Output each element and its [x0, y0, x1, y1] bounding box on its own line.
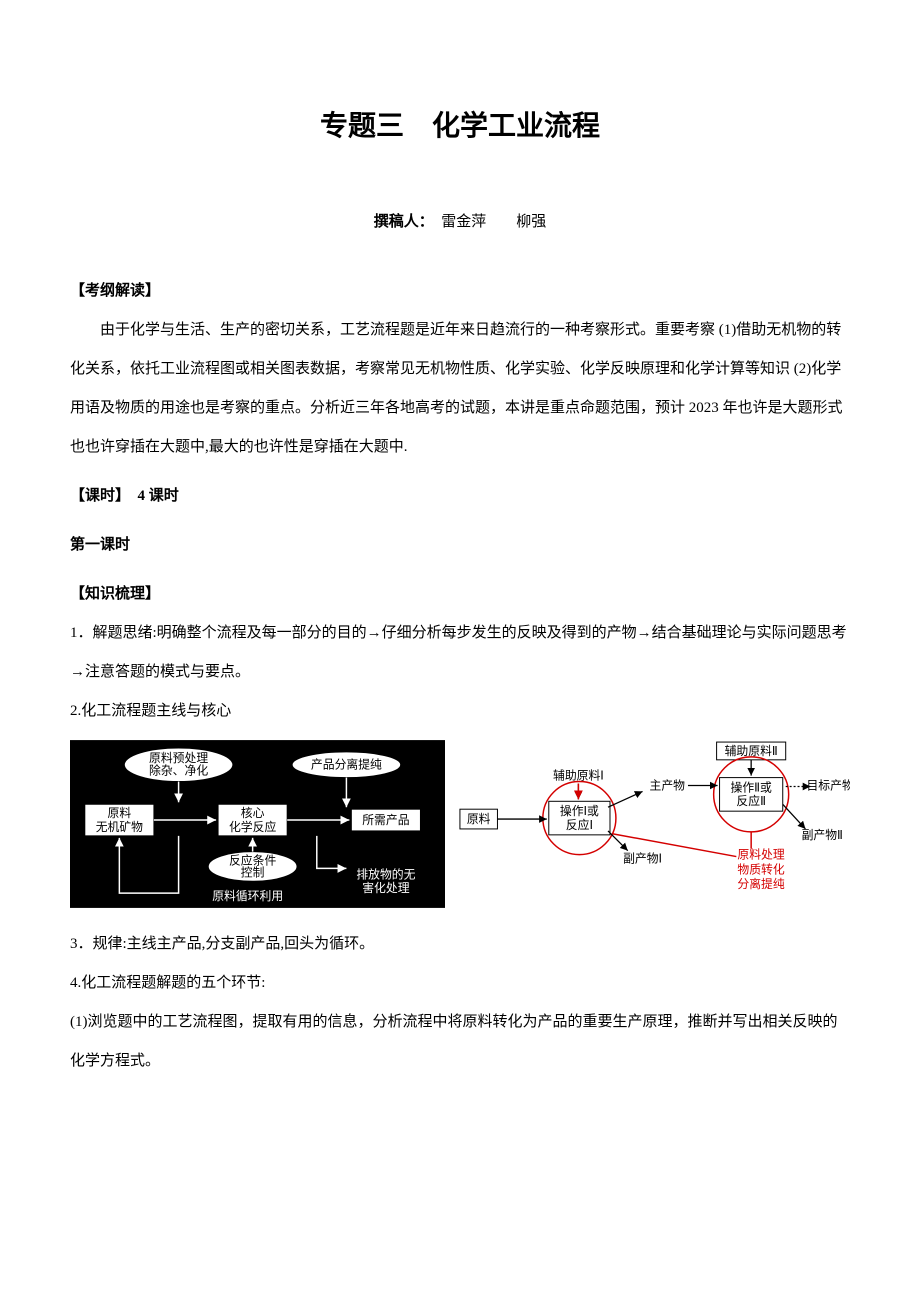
flow-diagram-2: 辅助原料Ⅱ 辅助原料Ⅰ 原料 操作Ⅰ或 反应Ⅰ 操作Ⅱ或 反应Ⅱ 主产物 副产物…	[455, 739, 850, 909]
svg-text:副产物Ⅰ: 副产物Ⅰ	[623, 851, 662, 865]
class-hours: 【课时】 4 课时	[70, 477, 850, 516]
svg-text:原料处理: 原料处理	[737, 847, 784, 861]
svg-text:核心: 核心	[241, 806, 265, 820]
author-names: 雷金萍 柳强	[426, 214, 546, 230]
svg-text:原料: 原料	[108, 806, 132, 820]
svg-text:所需产品: 所需产品	[362, 813, 409, 827]
svg-text:原料: 原料	[467, 812, 491, 826]
author-label: 撰稿人：	[374, 214, 427, 230]
svg-text:操作Ⅰ或: 操作Ⅰ或	[560, 804, 599, 818]
knowledge-head: 【知识梳理】	[70, 575, 850, 614]
flow-diagram-1: 原料预处理 除杂、净化 产品分离提纯 原料 无机矿物 核心 化学反应 所需产品 …	[70, 739, 445, 909]
para-4: 4.化工流程题解题的五个环节:	[70, 964, 850, 1003]
para-3: 3．规律:主线主产品,分支副产品,回头为循环。	[70, 925, 850, 964]
section-exam-outline: 【考纲解读】	[70, 272, 850, 311]
svg-text:产品分离提纯: 产品分离提纯	[311, 758, 382, 772]
para-5: (1)浏览题中的工艺流程图，提取有用的信息，分析流程中将原料转化为产品的重要生产…	[70, 1003, 850, 1081]
svg-text:排放物的无: 排放物的无	[356, 867, 415, 881]
para-1: 1．解题思绪:明确整个流程及每一部分的目的→仔细分析每步发生的反映及得到的产物→…	[70, 614, 850, 692]
svg-text:操作Ⅱ或: 操作Ⅱ或	[731, 780, 772, 794]
page-title: 专题三 化学工业流程	[70, 90, 850, 163]
para-2: 2.化工流程题主线与核心	[70, 692, 850, 731]
svg-text:辅助原料Ⅱ: 辅助原料Ⅱ	[725, 744, 778, 758]
svg-text:害化处理: 害化处理	[362, 881, 409, 895]
exam-outline-body: 由于化学与生活、生产的密切关系，工艺流程题是近年来日趋流行的一种考察形式。重要考…	[70, 311, 850, 467]
svg-text:化学反应: 化学反应	[229, 820, 276, 834]
diagram-row: 原料预处理 除杂、净化 产品分离提纯 原料 无机矿物 核心 化学反应 所需产品 …	[70, 739, 850, 909]
svg-text:除杂、净化: 除杂、净化	[149, 763, 208, 777]
svg-text:辅助原料Ⅰ: 辅助原料Ⅰ	[553, 768, 604, 782]
svg-text:副产物Ⅱ: 副产物Ⅱ	[802, 828, 843, 842]
svg-text:无机矿物: 无机矿物	[96, 820, 143, 834]
lesson-1: 第一课时	[70, 526, 850, 565]
document-page: 专题三 化学工业流程 撰稿人： 雷金萍 柳强 【考纲解读】 由于化学与生活、生产…	[0, 0, 920, 1141]
svg-text:分离提纯: 分离提纯	[737, 877, 784, 891]
svg-text:目标产物: 目标产物	[807, 778, 850, 792]
svg-text:控制: 控制	[241, 865, 265, 879]
svg-text:反应Ⅱ: 反应Ⅱ	[737, 794, 766, 808]
author-line: 撰稿人： 雷金萍 柳强	[70, 203, 850, 242]
svg-text:反应Ⅰ: 反应Ⅰ	[566, 818, 593, 832]
svg-text:物质转化: 物质转化	[737, 862, 784, 876]
svg-text:原料循环利用: 原料循环利用	[212, 889, 283, 903]
svg-text:主产物: 主产物	[650, 778, 686, 792]
